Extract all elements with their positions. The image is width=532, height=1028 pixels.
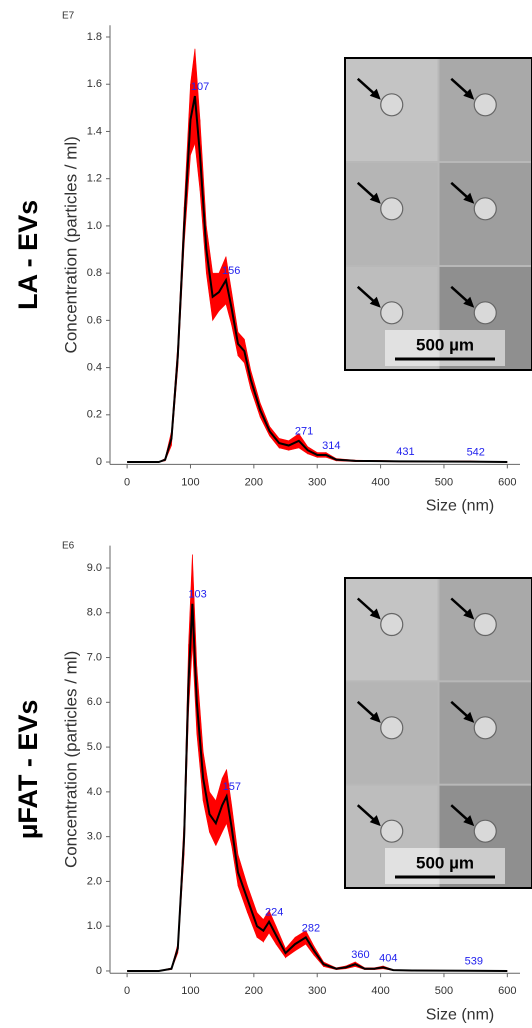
y-tick-label: 1.0 <box>87 220 102 232</box>
y-tick-label: 5.0 <box>87 741 102 753</box>
peak-label: 224 <box>265 907 283 919</box>
inset: 500 µm <box>344 577 532 889</box>
x-tick-label: 600 <box>498 985 516 997</box>
vesicle <box>473 716 497 740</box>
peak-label: 431 <box>396 446 414 458</box>
peak-label: 360 <box>351 949 369 961</box>
x-tick-label: 400 <box>371 476 389 488</box>
peak-label: 271 <box>295 426 313 438</box>
inset: 500 µm <box>344 57 532 371</box>
vesicle <box>473 612 497 637</box>
arrow-head <box>463 711 475 723</box>
band-segment <box>275 926 286 959</box>
multiplier: E7 <box>62 11 75 22</box>
y-tick-label: 0.8 <box>87 267 102 279</box>
vesicle <box>473 197 497 221</box>
arrow-head <box>369 192 381 204</box>
y-tick-label: 6.0 <box>87 696 102 708</box>
vesicle <box>380 819 404 843</box>
x-tick-label: 100 <box>181 476 199 488</box>
x-tick-label: 200 <box>245 476 263 488</box>
arrow-head <box>369 711 381 723</box>
vesicle <box>380 93 404 117</box>
y-tick-label: 0.6 <box>87 314 102 326</box>
plot: 0 1.0 2.0 3.0 4.0 5.0 6.0 7.0 8.0 9.0 0 100 200 300 40… <box>13 541 532 1023</box>
arrow-head <box>369 296 381 308</box>
x-tick-label: 500 <box>435 985 453 997</box>
side-title: µFAT - EVs <box>13 700 43 840</box>
y-tick-label: 1.4 <box>87 125 102 137</box>
x-tick-label: 200 <box>245 985 263 997</box>
arrow-head <box>369 608 381 620</box>
arrow-head <box>463 192 475 204</box>
x-tick-label: 0 <box>124 476 130 488</box>
y-tick-label: 1.6 <box>87 78 102 90</box>
vesicle <box>473 301 497 325</box>
peak-label: 539 <box>465 956 483 968</box>
x-tick-label: 0 <box>124 985 130 997</box>
peak-label: 314 <box>322 440 340 452</box>
peak-label: 282 <box>302 922 320 934</box>
mean-line <box>127 603 508 972</box>
x-tick-label: 300 <box>308 985 326 997</box>
plot: 0 0.2 0.4 0.6 0.8 1.0 1.2 1.4 1.6 1.8 0 100 200 300 40… <box>13 11 532 515</box>
y-axis-label: Concentration (particles / ml) <box>61 136 80 353</box>
arrow-head <box>369 815 381 827</box>
arrow-head <box>463 608 475 620</box>
y-tick-label: 1.2 <box>87 173 102 185</box>
mean-line <box>127 95 508 464</box>
arrow-head <box>463 815 475 827</box>
arrow-head <box>463 296 475 308</box>
vesicle <box>380 301 404 325</box>
peak-label: 107 <box>191 81 209 93</box>
vesicle <box>380 612 404 637</box>
peak-label: 156 <box>222 265 240 277</box>
vesicle <box>473 819 497 843</box>
vesicle <box>380 716 404 740</box>
y-tick-label: 0.4 <box>87 361 102 373</box>
peak-label: 157 <box>223 781 241 793</box>
x-axis-label: Size (nm) <box>426 1006 494 1023</box>
x-tick-label: 500 <box>435 476 453 488</box>
scale-bar-label: 500 µm <box>416 335 474 354</box>
peak-label: 542 <box>467 446 485 458</box>
x-axis-label: Size (nm) <box>426 498 494 515</box>
arrow-head <box>369 88 381 100</box>
y-tick-label: 1.8 <box>87 31 102 43</box>
x-tick-label: 100 <box>181 985 199 997</box>
y-tick-label: 7.0 <box>87 651 102 663</box>
peak-label: 404 <box>379 952 397 964</box>
y-tick-label: 0.2 <box>87 409 102 421</box>
x-tick-label: 300 <box>308 476 326 488</box>
arrow-head <box>463 88 475 100</box>
y-tick-label: 0 <box>96 456 102 468</box>
y-tick-label: 4.0 <box>87 786 102 798</box>
vesicle <box>473 93 497 117</box>
x-tick-label: 600 <box>498 476 516 488</box>
vesicle <box>380 197 404 221</box>
y-axis-label: Concentration (particles / ml) <box>61 651 80 868</box>
y-tick-label: 8.0 <box>87 607 102 619</box>
peak-label: 103 <box>188 589 206 601</box>
scale-bar-label: 500 µm <box>416 853 474 872</box>
multiplier: E6 <box>62 541 75 552</box>
y-tick-label: 2.0 <box>87 875 102 887</box>
side-title: LA - EVs <box>13 200 43 310</box>
y-tick-label: 9.0 <box>87 562 102 574</box>
y-tick-label: 3.0 <box>87 831 102 843</box>
y-tick-label: 0 <box>96 965 102 977</box>
x-tick-label: 400 <box>371 985 389 997</box>
y-tick-label: 1.0 <box>87 920 102 932</box>
